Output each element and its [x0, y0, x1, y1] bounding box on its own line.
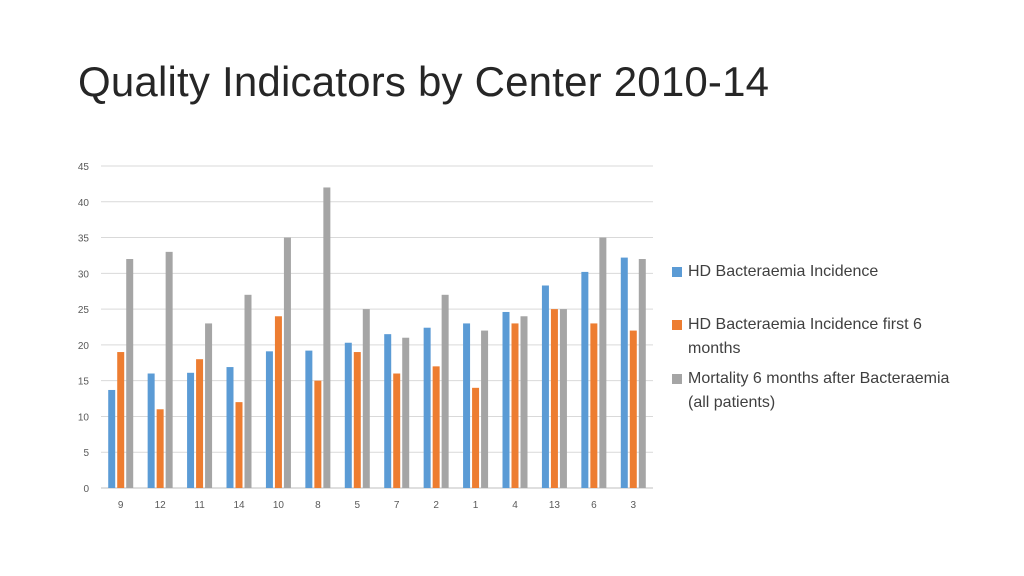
bar-incidence [541, 285, 549, 488]
bar-incidence [423, 327, 431, 488]
y-tick-label: 30 [78, 269, 90, 280]
slide-title: Quality Indicators by Center 2010-14 [78, 58, 770, 105]
bar-incidence [226, 367, 234, 488]
y-tick-label: 10 [78, 412, 90, 423]
bar-mortality [283, 237, 291, 488]
legend-item-incidence-first-6-months: HD Bacteraemia Incidence first 6 months [672, 313, 972, 361]
bar-mortality [559, 309, 567, 488]
bar-mortality [362, 309, 370, 488]
bar-incidence [147, 373, 155, 488]
bar-mortality [638, 259, 646, 488]
x-tick-label: 2 [433, 500, 439, 511]
legend-item-mortality: Mortality 6 months after Bacteraemia (al… [672, 367, 972, 415]
bars [108, 187, 646, 488]
bar-mortality [126, 259, 134, 488]
y-tick-label: 0 [83, 484, 89, 495]
legend-item-incidence: HD Bacteraemia Incidence [672, 260, 972, 284]
x-tick-label: 10 [273, 500, 285, 511]
bar-mortality [165, 251, 173, 488]
y-tick-label: 45 [78, 162, 90, 173]
x-tick-label: 11 [194, 500, 205, 511]
x-tick-label: 4 [512, 500, 518, 511]
y-axis-ticks: 0 5 10 15 20 25 30 35 40 45 [78, 162, 90, 495]
bar-incidence [502, 311, 510, 488]
x-tick-label: 5 [355, 500, 361, 511]
bar-incidence [620, 257, 628, 488]
bar-incidence [108, 389, 116, 488]
bar-incidence-first-6-months [117, 352, 125, 488]
bar-mortality [520, 316, 528, 488]
x-tick-label: 14 [233, 500, 245, 511]
x-tick-label: 13 [549, 500, 561, 511]
x-tick-label: 12 [155, 500, 167, 511]
bar-incidence-first-6-months [432, 366, 440, 488]
bar-incidence [384, 334, 392, 488]
bar-incidence-first-6-months [235, 402, 243, 488]
bar-mortality [441, 294, 449, 488]
y-tick-label: 15 [78, 377, 90, 388]
x-tick-label: 8 [315, 500, 321, 511]
legend-label-mortality: Mortality 6 months after Bacteraemia (al… [688, 370, 950, 411]
x-tick-label: 7 [394, 500, 400, 511]
y-tick-label: 35 [78, 234, 90, 245]
bar-mortality [244, 294, 252, 488]
bar-incidence [463, 323, 471, 488]
legend-swatch-incidence [672, 267, 682, 277]
bar-incidence-first-6-months [629, 330, 637, 488]
legend-label-incidence: HD Bacteraemia Incidence [688, 263, 879, 280]
bar-mortality [599, 237, 607, 488]
gridlines [101, 165, 653, 489]
bar-incidence-first-6-months [196, 359, 204, 488]
y-tick-label: 25 [78, 305, 90, 316]
bar-incidence [344, 342, 352, 488]
bar-incidence-first-6-months [274, 316, 282, 488]
bar-incidence [187, 372, 195, 488]
bar-incidence [581, 271, 589, 488]
legend-swatch-incidence-first-6-months [672, 320, 682, 330]
bar-incidence-first-6-months [156, 409, 164, 488]
x-tick-label: 6 [591, 500, 597, 511]
bar-incidence-first-6-months [353, 352, 361, 488]
x-tick-label: 1 [473, 500, 479, 511]
legend-swatch-mortality [672, 374, 682, 384]
bar-mortality [402, 337, 410, 488]
chart-legend: HD Bacteraemia Incidence HD Bacteraemia … [672, 260, 972, 421]
bar-incidence-first-6-months [511, 323, 519, 488]
bar-incidence-first-6-months [393, 373, 401, 488]
bar-mortality [205, 323, 213, 488]
y-tick-label: 40 [78, 198, 90, 209]
bar-incidence-first-6-months [550, 309, 558, 488]
bar-mortality [323, 187, 331, 488]
bar-incidence [265, 351, 273, 488]
x-tick-label: 9 [118, 500, 124, 511]
bar-incidence [305, 350, 313, 488]
legend-label-incidence-first-6-months: HD Bacteraemia Incidence first 6 months [688, 316, 922, 357]
y-tick-label: 20 [78, 341, 90, 352]
bar-mortality [481, 330, 489, 488]
bar-incidence-first-6-months [590, 323, 598, 488]
x-tick-label: 3 [631, 500, 637, 511]
y-tick-label: 5 [83, 448, 89, 459]
bar-incidence-first-6-months [472, 387, 480, 488]
bar-incidence-first-6-months [314, 380, 322, 488]
x-axis-ticks: 9 12 11 14 10 8 5 7 2 1 4 13 6 3 [118, 500, 637, 511]
